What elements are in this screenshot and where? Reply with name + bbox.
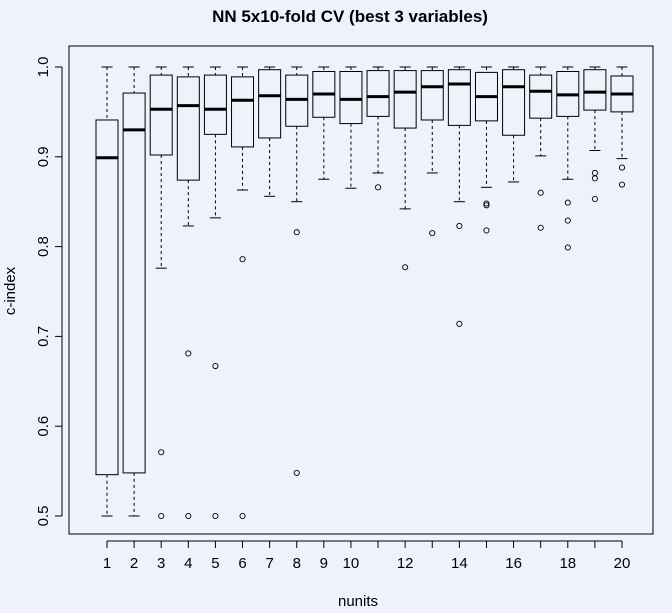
y-axis-label: c-index bbox=[2, 266, 19, 315]
iqr-box bbox=[420, 70, 444, 121]
box-4 bbox=[176, 66, 200, 520]
box-3 bbox=[149, 66, 173, 520]
outlier-point bbox=[591, 169, 598, 177]
iqr-box bbox=[258, 69, 282, 139]
box-19 bbox=[583, 66, 607, 203]
outlier-point bbox=[456, 222, 463, 229]
outlier-point bbox=[618, 181, 626, 188]
x-tick-label: 9 bbox=[320, 555, 328, 572]
box-6 bbox=[231, 66, 255, 520]
outlier-point bbox=[429, 230, 436, 237]
boxes bbox=[95, 66, 634, 520]
x-tick-label: 5 bbox=[211, 555, 219, 572]
box-16 bbox=[502, 66, 526, 183]
x-tick-label: 12 bbox=[397, 555, 414, 572]
x-axis: 1 2 3 4 5 6 7 8 9 10 12 14 16 18 20 bbox=[103, 540, 631, 572]
x-tick-label: 14 bbox=[451, 555, 468, 572]
iqr-box bbox=[583, 69, 607, 111]
outlier-point bbox=[483, 200, 490, 207]
box-1 bbox=[95, 66, 119, 517]
outlier-point bbox=[293, 469, 300, 476]
x-tick-label: 3 bbox=[157, 555, 165, 572]
outlier-point bbox=[591, 195, 598, 203]
outlier-point bbox=[158, 512, 165, 520]
iqr-box bbox=[529, 74, 553, 119]
box-13 bbox=[420, 66, 444, 237]
x-tick-label: 2 bbox=[130, 555, 138, 572]
iqr-box bbox=[95, 119, 119, 476]
x-tick-label: 7 bbox=[265, 555, 273, 572]
outlier-point bbox=[618, 164, 626, 171]
y-tick-label: 0.8 bbox=[35, 236, 52, 257]
outlier-point bbox=[456, 320, 463, 327]
iqr-box bbox=[149, 74, 173, 156]
outlier-point bbox=[564, 217, 571, 224]
x-tick-label: 10 bbox=[343, 555, 360, 572]
outlier-point bbox=[537, 189, 544, 196]
outlier-point bbox=[185, 512, 192, 520]
iqr-box bbox=[176, 76, 200, 181]
iqr-box bbox=[366, 70, 390, 117]
y-tick-label: 0.6 bbox=[35, 416, 52, 437]
outlier-point bbox=[212, 362, 219, 370]
box-2 bbox=[122, 66, 146, 517]
y-tick-label: 0.7 bbox=[35, 326, 52, 347]
x-tick-label: 18 bbox=[559, 555, 576, 572]
outlier-point bbox=[483, 227, 490, 234]
outlier-point bbox=[402, 264, 409, 271]
y-tick-label: 0.9 bbox=[35, 146, 52, 167]
x-axis-label: nunits bbox=[338, 593, 378, 610]
iqr-box bbox=[203, 74, 227, 135]
x-tick-label: 6 bbox=[238, 555, 246, 572]
x-tick-label: 16 bbox=[505, 555, 522, 572]
box-7 bbox=[258, 66, 282, 197]
box-9 bbox=[312, 66, 336, 180]
iqr-box bbox=[502, 69, 526, 136]
iqr-box bbox=[393, 70, 417, 129]
box-17 bbox=[529, 66, 553, 231]
box-5 bbox=[203, 66, 227, 520]
outlier-point bbox=[293, 229, 300, 236]
box-14 bbox=[447, 66, 471, 327]
plot-frame bbox=[68, 45, 654, 535]
outlier-point bbox=[591, 175, 598, 182]
outlier-point bbox=[239, 256, 246, 263]
iqr-box bbox=[447, 69, 471, 126]
x-tick-label: 8 bbox=[293, 555, 301, 572]
outlier-point bbox=[239, 512, 246, 520]
outlier-point bbox=[375, 184, 382, 191]
outlier-point bbox=[564, 199, 571, 206]
box-8 bbox=[285, 66, 309, 476]
outlier-point bbox=[483, 202, 490, 209]
box-12 bbox=[393, 66, 417, 271]
box-18 bbox=[556, 66, 580, 251]
y-tick-label: 1.0 bbox=[35, 57, 52, 78]
x-tick-label: 20 bbox=[614, 555, 631, 572]
outlier-point bbox=[185, 350, 192, 357]
box-20 bbox=[610, 66, 634, 188]
outlier-point bbox=[212, 512, 219, 520]
iqr-box bbox=[122, 92, 146, 474]
chart-title: NN 5x10-fold CV (best 3 variables) bbox=[212, 7, 488, 26]
outlier-point bbox=[537, 224, 544, 231]
x-tick-label: 4 bbox=[184, 555, 192, 572]
outlier-point bbox=[158, 449, 165, 456]
iqr-box bbox=[339, 70, 363, 125]
outlier-point bbox=[564, 244, 571, 251]
iqr-box bbox=[231, 76, 255, 148]
box-15 bbox=[474, 66, 498, 234]
box-11 bbox=[366, 66, 390, 191]
x-tick-label: 1 bbox=[103, 555, 111, 572]
y-axis: 0.5 0.6 0.7 0.8 0.9 1.0 bbox=[35, 57, 63, 527]
y-tick-label: 0.5 bbox=[35, 506, 52, 527]
box-10 bbox=[339, 66, 363, 189]
